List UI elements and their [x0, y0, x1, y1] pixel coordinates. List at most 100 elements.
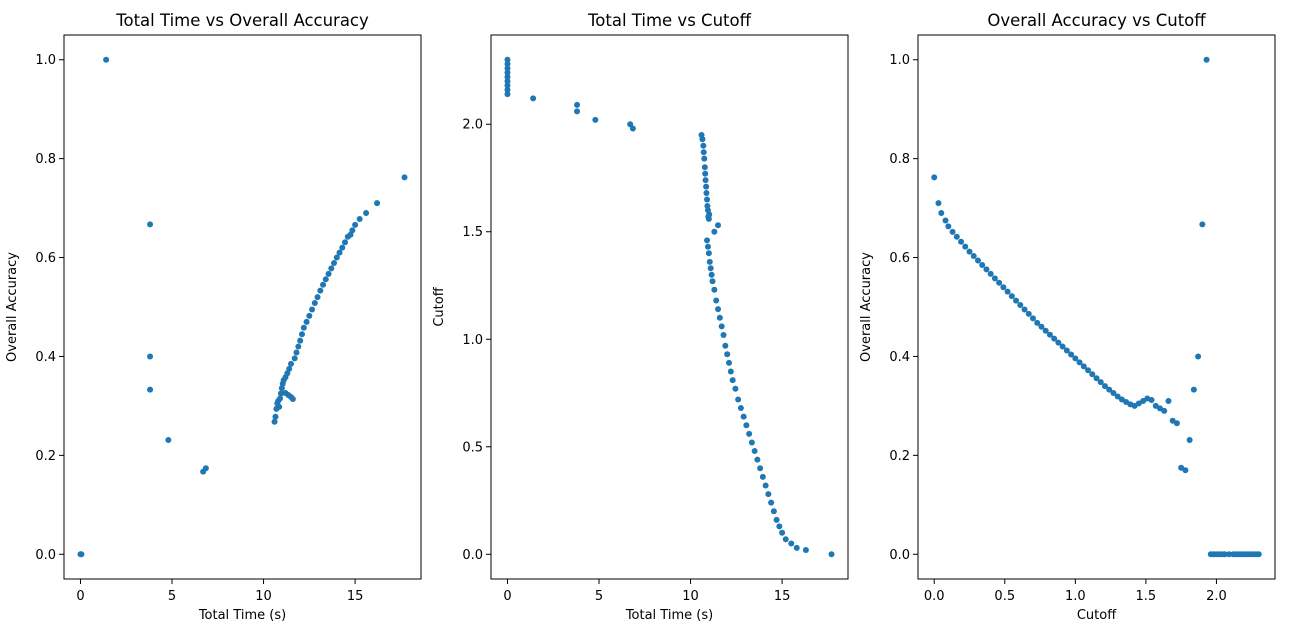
data-point [1080, 363, 1087, 370]
data-point [1165, 397, 1172, 404]
y-tick-label: 1.5 [462, 225, 483, 240]
data-point [401, 174, 408, 181]
data-point [793, 544, 800, 551]
data-point [311, 300, 318, 307]
y-axis-label: Overall Accuracy [859, 252, 874, 362]
y-tick-label: 0.2 [35, 449, 56, 464]
x-axis-label: Cutoff [1077, 608, 1117, 623]
data-point [715, 306, 722, 313]
x-tick-label: 1.0 [1065, 589, 1086, 604]
data-point [202, 465, 209, 472]
data-point [1013, 297, 1020, 304]
data-point [322, 276, 329, 283]
data-point [504, 65, 511, 72]
data-point [765, 491, 772, 498]
data-point [103, 56, 110, 63]
data-point [707, 265, 714, 272]
data-point [1004, 288, 1011, 295]
data-point [147, 353, 154, 360]
data-point [979, 261, 986, 268]
data-point [1148, 396, 1155, 403]
data-point [333, 254, 340, 261]
data-point [1114, 393, 1121, 400]
data-point [289, 395, 296, 402]
y-tick-label: 0.6 [889, 251, 910, 266]
data-point [293, 349, 300, 356]
data-point [530, 95, 537, 102]
data-point [328, 265, 335, 272]
data-point [970, 253, 977, 260]
data-point [1017, 302, 1024, 309]
data-point [277, 395, 284, 402]
chart-1: Total Time vs Overall Accuracy 0 5 10 15 0.0 0… [5, 11, 422, 623]
y-axis-label: Overall Accuracy [5, 252, 20, 362]
data-point [1195, 353, 1202, 360]
data-point [1190, 386, 1197, 393]
data-point [1000, 284, 1007, 291]
data-point [938, 210, 945, 217]
data-point [504, 73, 511, 80]
data-point [336, 249, 343, 256]
x-tick-label: 0.5 [994, 589, 1015, 604]
data-point [1255, 551, 1262, 558]
data-point [1025, 310, 1032, 317]
data-point [1034, 319, 1041, 326]
chart-title: Total Time vs Cutoff [587, 11, 752, 30]
y-tick-label: 0.4 [889, 350, 910, 365]
data-point [1093, 375, 1100, 382]
x-tick-label: 1.5 [1136, 589, 1157, 604]
data-point [704, 243, 711, 250]
data-point [363, 210, 370, 217]
data-point [991, 275, 998, 282]
x-axis-label: Total Time (s) [198, 608, 286, 623]
data-point [306, 312, 313, 319]
data-point [757, 465, 764, 472]
y-tick-label: 0.8 [889, 152, 910, 167]
y-tick-label: 1.0 [889, 53, 910, 68]
data-point [711, 286, 718, 293]
x-tick-label: 10 [255, 589, 272, 604]
data-point [288, 360, 295, 367]
data-point [700, 142, 707, 149]
data-point [735, 396, 742, 403]
data-point [716, 314, 723, 321]
y-tick-label: 0.2 [889, 449, 910, 464]
data-point [629, 125, 636, 132]
data-point [974, 257, 981, 264]
x-tick-label: 5 [168, 589, 176, 604]
y-axis-label: Cutoff [432, 286, 447, 326]
data-point [272, 413, 279, 420]
chart-3: Overall Accuracy vs Cutoff 0.0 0.5 1.0 1.5 2.… [859, 11, 1276, 623]
data-point [342, 239, 349, 246]
data-point [1046, 331, 1053, 338]
data-point [751, 448, 758, 455]
data-point [722, 342, 729, 349]
data-point [743, 422, 750, 429]
data-point [770, 508, 777, 515]
data-point [1051, 335, 1058, 342]
data-point [1055, 339, 1062, 346]
data-point [699, 136, 706, 143]
x-tick-label: 0 [76, 589, 84, 604]
data-point [1021, 306, 1028, 313]
data-point [828, 551, 835, 558]
plot-frame [917, 34, 1276, 580]
data-point [504, 61, 511, 68]
y-tick-label: 0.6 [35, 251, 56, 266]
data-point [278, 385, 285, 392]
data-point [935, 200, 942, 207]
data-point [1221, 551, 1228, 558]
data-point [1038, 323, 1045, 330]
data-point [504, 69, 511, 76]
data-point [504, 56, 511, 63]
data-point [374, 200, 381, 207]
data-point [1161, 407, 1168, 414]
data-point [773, 516, 780, 523]
data-point [339, 244, 346, 251]
data-point [1008, 293, 1015, 300]
data-point [1068, 351, 1075, 358]
data-point [953, 233, 960, 240]
data-point [1199, 221, 1206, 228]
data-point [147, 221, 154, 228]
data-point [776, 523, 783, 530]
